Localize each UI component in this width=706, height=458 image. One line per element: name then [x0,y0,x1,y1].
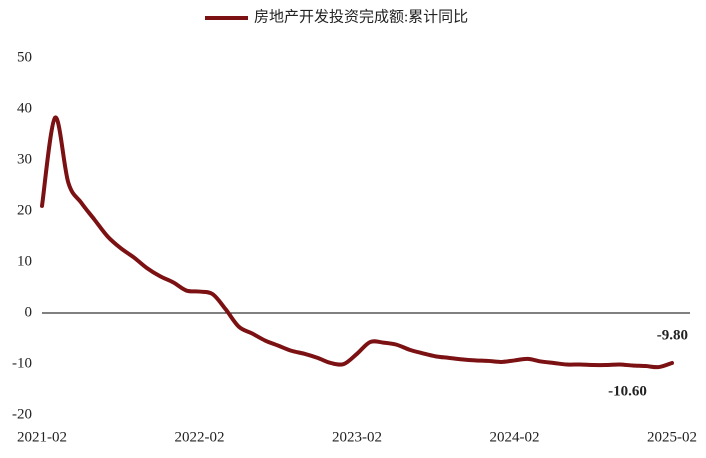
y-tick-label: 50 [17,49,32,65]
y-tick-label: -20 [12,406,32,422]
y-tick-label: 10 [17,253,32,269]
data-label: -10.60 [608,383,647,399]
y-tick-label: 0 [25,304,33,320]
x-tick-label: 2024-02 [490,429,540,445]
data-label: -9.80 [657,327,688,343]
x-tick-label: 2022-02 [175,429,225,445]
x-tick-label: 2025-02 [647,429,697,445]
x-tick-label: 2023-02 [332,429,382,445]
x-tick-label: 2021-02 [17,429,67,445]
series-line [40,115,674,370]
y-tick-label: 20 [17,202,32,218]
y-tick-label: 40 [17,100,32,116]
y-tick-label: 30 [17,151,32,167]
y-tick-label: -10 [12,355,32,371]
legend-label: 房地产开发投资完成额:累计同比 [254,8,468,25]
